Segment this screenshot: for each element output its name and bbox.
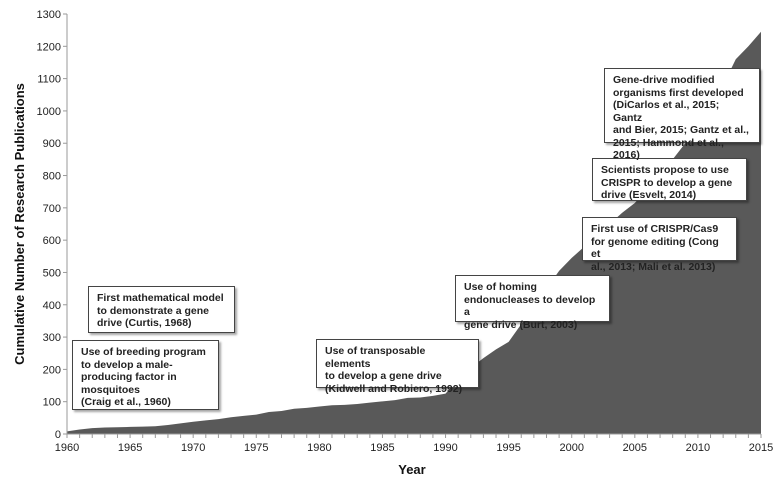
- y-tick-label: 600: [43, 235, 61, 247]
- x-tick-label: 2000: [559, 442, 583, 454]
- y-tick-label: 200: [43, 364, 61, 376]
- annotation-gene-drive-2015: Gene-drive modified organisms first deve…: [604, 68, 760, 161]
- y-tick-label: 1300: [37, 9, 61, 21]
- x-tick-label: 1980: [307, 442, 331, 454]
- annotation-curtis-1968: First mathematical model to demonstrate …: [88, 286, 235, 333]
- x-tick-label: 2010: [686, 442, 710, 454]
- annotation-esvelt-2014: Scientists propose to use CRISPR to deve…: [592, 158, 747, 201]
- y-tick-label: 900: [43, 138, 61, 150]
- x-tick-label: 1960: [55, 442, 79, 454]
- x-tick-label: 1965: [118, 442, 142, 454]
- x-axis-title: Year: [398, 462, 425, 477]
- publications-area: [67, 31, 761, 435]
- annotation-burt-2003: Use of homing endonucleases to develop a…: [455, 275, 610, 331]
- y-tick-label: 1000: [37, 106, 61, 118]
- y-tick-label: 400: [43, 300, 61, 312]
- x-tick-label: 1970: [181, 442, 205, 454]
- x-tick-label: 1995: [496, 442, 520, 454]
- x-tick-label: 2005: [623, 442, 647, 454]
- y-tick-label: 800: [43, 171, 61, 183]
- annotation-cong-2013: First use of CRISPR/Cas9 for genome edit…: [582, 217, 737, 273]
- y-tick-label: 1100: [37, 74, 61, 86]
- y-tick-label: 700: [43, 203, 61, 215]
- annotation-craig-1960: Use of breeding program to develop a mal…: [72, 340, 219, 410]
- y-axis-title: Cumulative Number of Research Publicatio…: [12, 83, 27, 365]
- x-tick-label: 2015: [749, 442, 773, 454]
- y-tick-label: 0: [55, 429, 61, 441]
- y-tick-label: 1200: [37, 41, 61, 53]
- y-tick-label: 500: [43, 267, 61, 279]
- x-tick-label: 1985: [370, 442, 394, 454]
- y-tick-label: 300: [43, 332, 61, 344]
- y-tick-label: 100: [43, 397, 61, 409]
- x-tick-label: 1990: [433, 442, 457, 454]
- x-tick-label: 1975: [244, 442, 268, 454]
- annotation-kidwell-1992: Use of transposable elements to develop …: [316, 339, 479, 395]
